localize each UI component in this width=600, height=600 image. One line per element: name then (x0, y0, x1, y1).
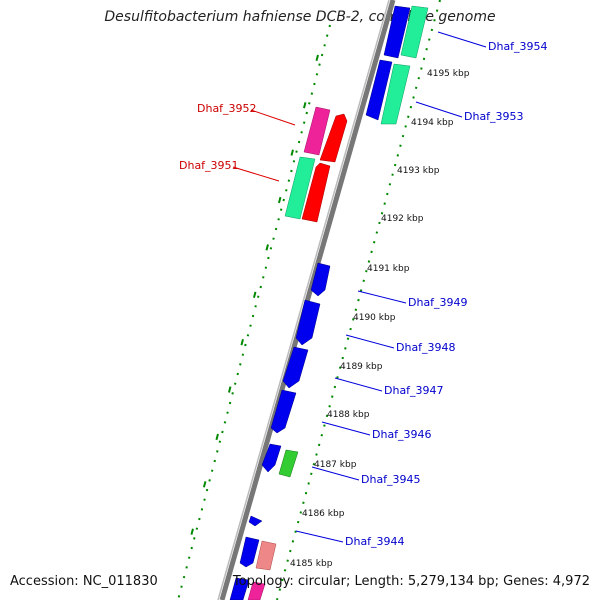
gene-dhaf3944-blue[interactable] (239, 536, 260, 568)
gene-label-dhaf3954[interactable]: Dhaf_3954 (488, 40, 548, 53)
minus-strand-genes (284, 106, 348, 223)
genome-summary-text: Topology: circular; Length: 5,279,134 bp… (232, 574, 590, 589)
gene-dhaf3954-blue[interactable] (383, 5, 411, 59)
gene-small-blue[interactable] (248, 515, 263, 527)
plus-strand-genes (229, 5, 429, 600)
gene-dhaf3946[interactable] (270, 389, 297, 434)
gene-labels: Dhaf_3954 Dhaf_3953 Dhaf_3952 Dhaf_3951 … (179, 40, 548, 548)
gene-dhaf3953-blue[interactable] (365, 59, 393, 121)
outer-tick-track (177, 24, 331, 600)
gene-label-dhaf3952[interactable]: Dhaf_3952 (197, 102, 257, 115)
gene-bottom-magenta[interactable] (247, 581, 266, 600)
tick-label: 4187 kbp (314, 460, 357, 470)
genome-backbone (217, 0, 396, 600)
tick-label: 4195 kbp (427, 69, 470, 79)
gene-label-dhaf3944[interactable]: Dhaf_3944 (345, 535, 405, 548)
gene-dhaf3953-teal[interactable] (380, 63, 411, 125)
tick-label: 4190 kbp (353, 313, 396, 323)
gene-leaders (232, 31, 487, 543)
gene-label-dhaf3945[interactable]: Dhaf_3945 (361, 473, 421, 486)
gene-dhaf3954-teal[interactable] (400, 5, 429, 59)
inner-tick-track (276, 0, 441, 600)
gene-label-dhaf3948[interactable]: Dhaf_3948 (396, 341, 456, 354)
gene-dhaf3948[interactable] (295, 299, 321, 346)
tick-label: 4189 kbp (340, 362, 383, 372)
gene-dhaf3949[interactable] (310, 262, 331, 297)
gene-dhaf3947[interactable] (282, 346, 309, 389)
gene-dhaf3952-magenta[interactable] (303, 106, 331, 156)
gene-dhaf3951-teal[interactable] (284, 156, 316, 220)
tick-label: 4194 kbp (411, 118, 454, 128)
tick-label: 4185 kbp (290, 559, 333, 569)
gene-label-dhaf3949[interactable]: Dhaf_3949 (408, 296, 468, 309)
tick-label: 4188 kbp (327, 410, 370, 420)
tick-label: 4192 kbp (381, 214, 424, 224)
gene-dhaf3952-red[interactable] (319, 113, 348, 163)
gene-dhaf3945-blue[interactable] (261, 443, 282, 473)
tick-labels: 4195 kbp 4194 kbp 4193 kbp 4192 kbp 4191… (290, 69, 470, 569)
gene-dhaf3945-green[interactable] (278, 449, 299, 478)
gene-label-dhaf3951[interactable]: Dhaf_3951 (179, 159, 239, 172)
gene-label-dhaf3946[interactable]: Dhaf_3946 (372, 428, 432, 441)
gene-dhaf3944-pink[interactable] (255, 540, 277, 571)
gene-dhaf3951-red[interactable] (301, 162, 331, 223)
tick-label: 4191 kbp (367, 264, 410, 274)
accession-text: Accession: NC_011830 (10, 574, 158, 589)
tick-label: 4186 kbp (302, 509, 345, 519)
gene-label-dhaf3953[interactable]: Dhaf_3953 (464, 110, 524, 123)
tick-label: 4193 kbp (397, 166, 440, 176)
gene-bottom-blue[interactable] (229, 577, 250, 600)
gene-label-dhaf3947[interactable]: Dhaf_3947 (384, 384, 444, 397)
